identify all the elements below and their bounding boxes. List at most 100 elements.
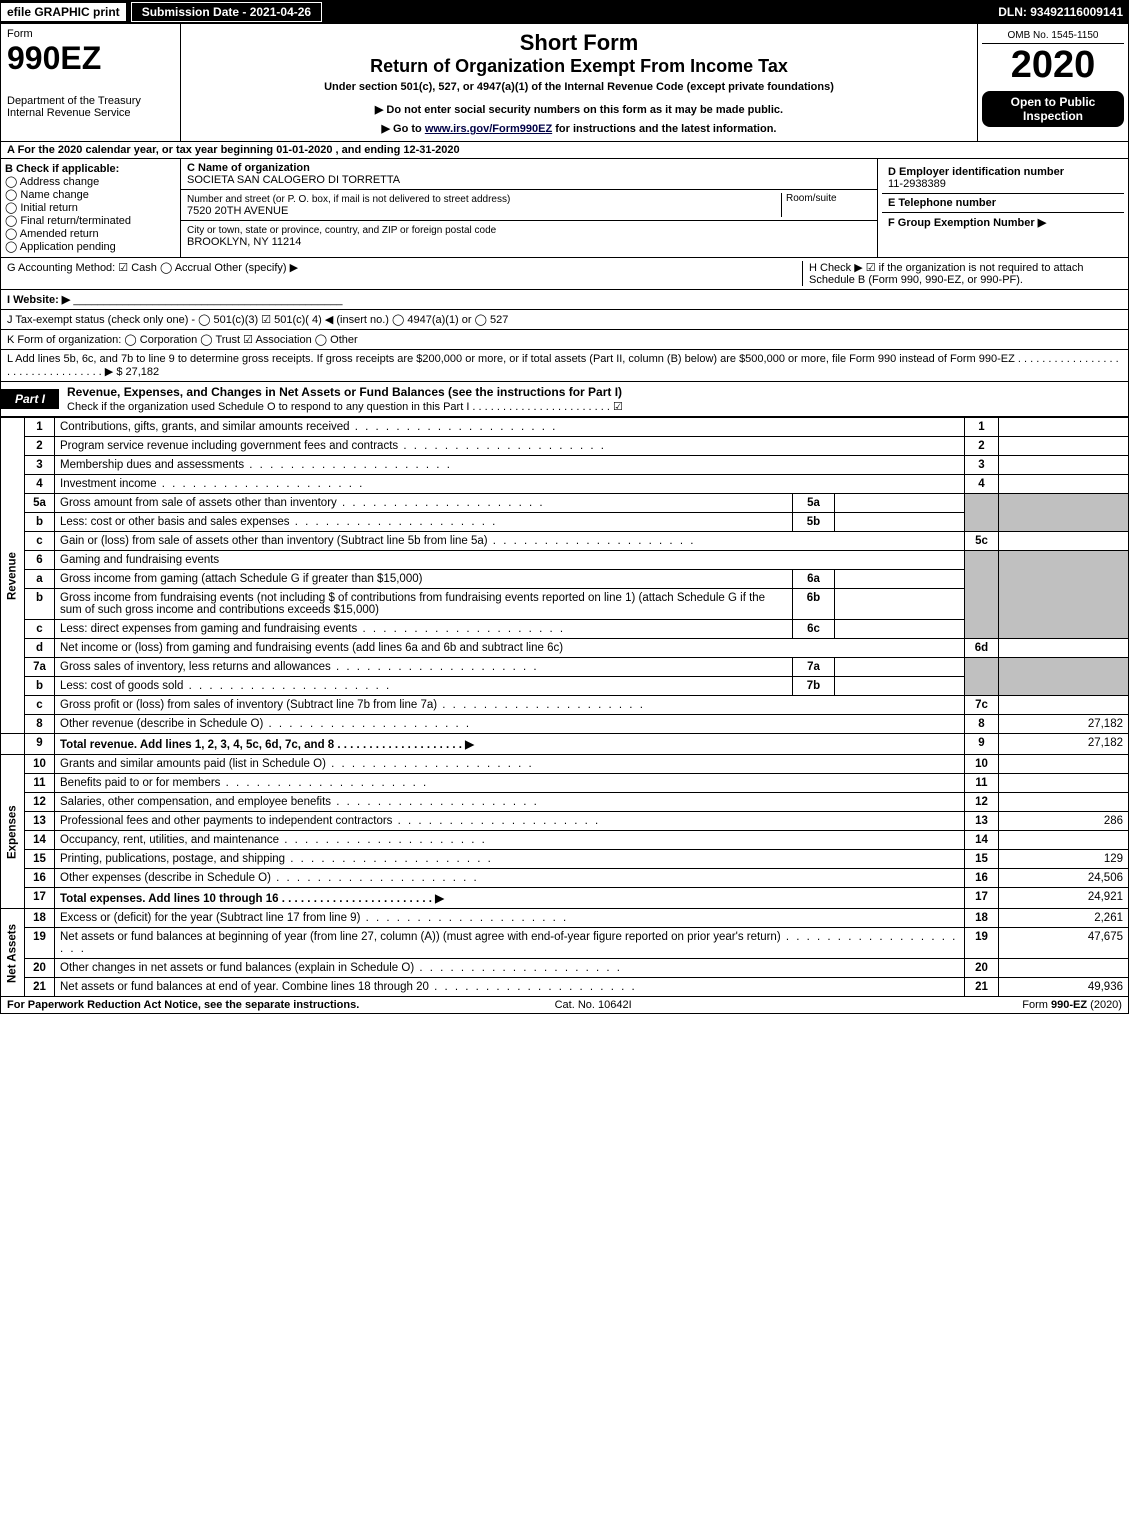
header-left: Form 990EZ Department of the Treasury In… (1, 24, 181, 141)
r6a-num: a (25, 570, 55, 589)
r1-col: 1 (965, 418, 999, 437)
r3-col: 3 (965, 456, 999, 475)
title-short-form: Short Form (187, 30, 971, 56)
r10-col: 10 (965, 755, 999, 774)
org-name-cell: C Name of organization SOCIETA SAN CALOG… (181, 159, 877, 190)
r7c-amt (999, 696, 1129, 715)
r8-amt: 27,182 (999, 715, 1129, 734)
r8-num: 8 (25, 715, 55, 734)
part1-header: Part I Revenue, Expenses, and Changes in… (0, 382, 1129, 417)
r8-col: 8 (965, 715, 999, 734)
submission-date: Submission Date - 2021-04-26 (131, 2, 322, 22)
room-suite-label: Room/suite (781, 193, 871, 217)
r7a-midcol: 7a (793, 658, 835, 677)
dept-irs: Internal Revenue Service (7, 107, 174, 119)
phone-cell: E Telephone number (882, 194, 1124, 213)
r8-text: Other revenue (describe in Schedule O) (55, 715, 965, 734)
footer-form: Form 990-EZ (2020) (1022, 999, 1122, 1011)
r5b-midcol: 5b (793, 513, 835, 532)
r14-col: 14 (965, 831, 999, 850)
part1-title: Revenue, Expenses, and Changes in Net As… (59, 382, 1128, 416)
side-revenue: Revenue (1, 418, 25, 734)
r20-text: Other changes in net assets or fund bala… (55, 959, 965, 978)
r13-text: Professional fees and other payments to … (55, 812, 965, 831)
r5-shade-amt (999, 494, 1129, 532)
r14-text: Occupancy, rent, utilities, and maintena… (55, 831, 965, 850)
ein-value: 11-2938389 (888, 178, 946, 190)
r5c-num: c (25, 532, 55, 551)
r21-num: 21 (25, 978, 55, 997)
r4-num: 4 (25, 475, 55, 494)
r7c-col: 7c (965, 696, 999, 715)
r9-amt: 27,182 (999, 734, 1129, 755)
r11-text: Benefits paid to or for members (55, 774, 965, 793)
r7a-midamt (835, 658, 965, 677)
r7-shade-amt (999, 658, 1129, 696)
e-label: E Telephone number (888, 197, 996, 209)
chk-name-change[interactable]: ◯ Name change (5, 188, 176, 201)
line-l: L Add lines 5b, 6c, and 7b to line 9 to … (0, 350, 1129, 382)
city-cell: City or town, state or province, country… (181, 221, 877, 251)
r2-text: Program service revenue including govern… (55, 437, 965, 456)
r5b-midamt (835, 513, 965, 532)
r16-amt: 24,506 (999, 869, 1129, 888)
efile-print-label[interactable]: efile GRAPHIC print (0, 2, 127, 22)
r6a-midcol: 6a (793, 570, 835, 589)
r10-text: Grants and similar amounts paid (list in… (55, 755, 965, 774)
r6a-midamt (835, 570, 965, 589)
dln: DLN: 93492116009141 (992, 5, 1129, 19)
box-b-title: B Check if applicable: (5, 163, 176, 175)
r12-text: Salaries, other compensation, and employ… (55, 793, 965, 812)
r19-text: Net assets or fund balances at beginning… (55, 928, 965, 959)
r20-amt (999, 959, 1129, 978)
city-label: City or town, state or province, country… (187, 225, 496, 236)
r2-col: 2 (965, 437, 999, 456)
r18-text: Excess or (deficit) for the year (Subtra… (55, 909, 965, 928)
r4-amt (999, 475, 1129, 494)
box-d: D Employer identification number 11-2938… (878, 159, 1128, 257)
r6c-text: Less: direct expenses from gaming and fu… (55, 620, 793, 639)
chk-address-change[interactable]: ◯ Address change (5, 175, 176, 188)
chk-final-return[interactable]: ◯ Final return/terminated (5, 214, 176, 227)
irs-link[interactable]: www.irs.gov/Form990EZ (425, 123, 552, 135)
r2-num: 2 (25, 437, 55, 456)
line-h: H Check ▶ ☑ if the organization is not r… (802, 261, 1122, 286)
f-label: F Group Exemption Number ▶ (888, 217, 1046, 229)
r6-shade (965, 551, 999, 639)
side-expenses: Expenses (1, 755, 25, 909)
chk-initial-return[interactable]: ◯ Initial return (5, 201, 176, 214)
chk-amended-return[interactable]: ◯ Amended return (5, 227, 176, 240)
r10-num: 10 (25, 755, 55, 774)
goto-line: ▶ Go to www.irs.gov/Form990EZ for instru… (187, 122, 971, 135)
r12-num: 12 (25, 793, 55, 812)
r4-col: 4 (965, 475, 999, 494)
address-cell: Number and street (or P. O. box, if mail… (181, 190, 877, 221)
dept-treasury: Department of the Treasury (7, 95, 174, 107)
r13-num: 13 (25, 812, 55, 831)
r20-num: 20 (25, 959, 55, 978)
r6-shade-amt (999, 551, 1129, 639)
chk-application-pending[interactable]: ◯ Application pending (5, 240, 176, 253)
r7a-text: Gross sales of inventory, less returns a… (55, 658, 793, 677)
r21-col: 21 (965, 978, 999, 997)
r15-num: 15 (25, 850, 55, 869)
omb-number: OMB No. 1545-1150 (982, 28, 1124, 44)
goto-suffix: for instructions and the latest informat… (552, 123, 776, 135)
r5-shade (965, 494, 999, 532)
r13-amt: 286 (999, 812, 1129, 831)
form-word: Form (7, 28, 174, 40)
r18-num: 18 (25, 909, 55, 928)
r2-amt (999, 437, 1129, 456)
r11-amt (999, 774, 1129, 793)
r16-num: 16 (25, 869, 55, 888)
r16-text: Other expenses (describe in Schedule O) (55, 869, 965, 888)
part1-tab: Part I (1, 389, 59, 409)
r3-amt (999, 456, 1129, 475)
r3-num: 3 (25, 456, 55, 475)
section-a: A For the 2020 calendar year, or tax yea… (0, 142, 1129, 159)
line-j: J Tax-exempt status (check only one) - ◯… (0, 310, 1129, 330)
identity-block: B Check if applicable: ◯ Address change … (0, 159, 1129, 258)
org-name: SOCIETA SAN CALOGERO DI TORRETTA (187, 174, 400, 186)
title-return: Return of Organization Exempt From Incom… (187, 56, 971, 77)
r6b-midamt (835, 589, 965, 620)
